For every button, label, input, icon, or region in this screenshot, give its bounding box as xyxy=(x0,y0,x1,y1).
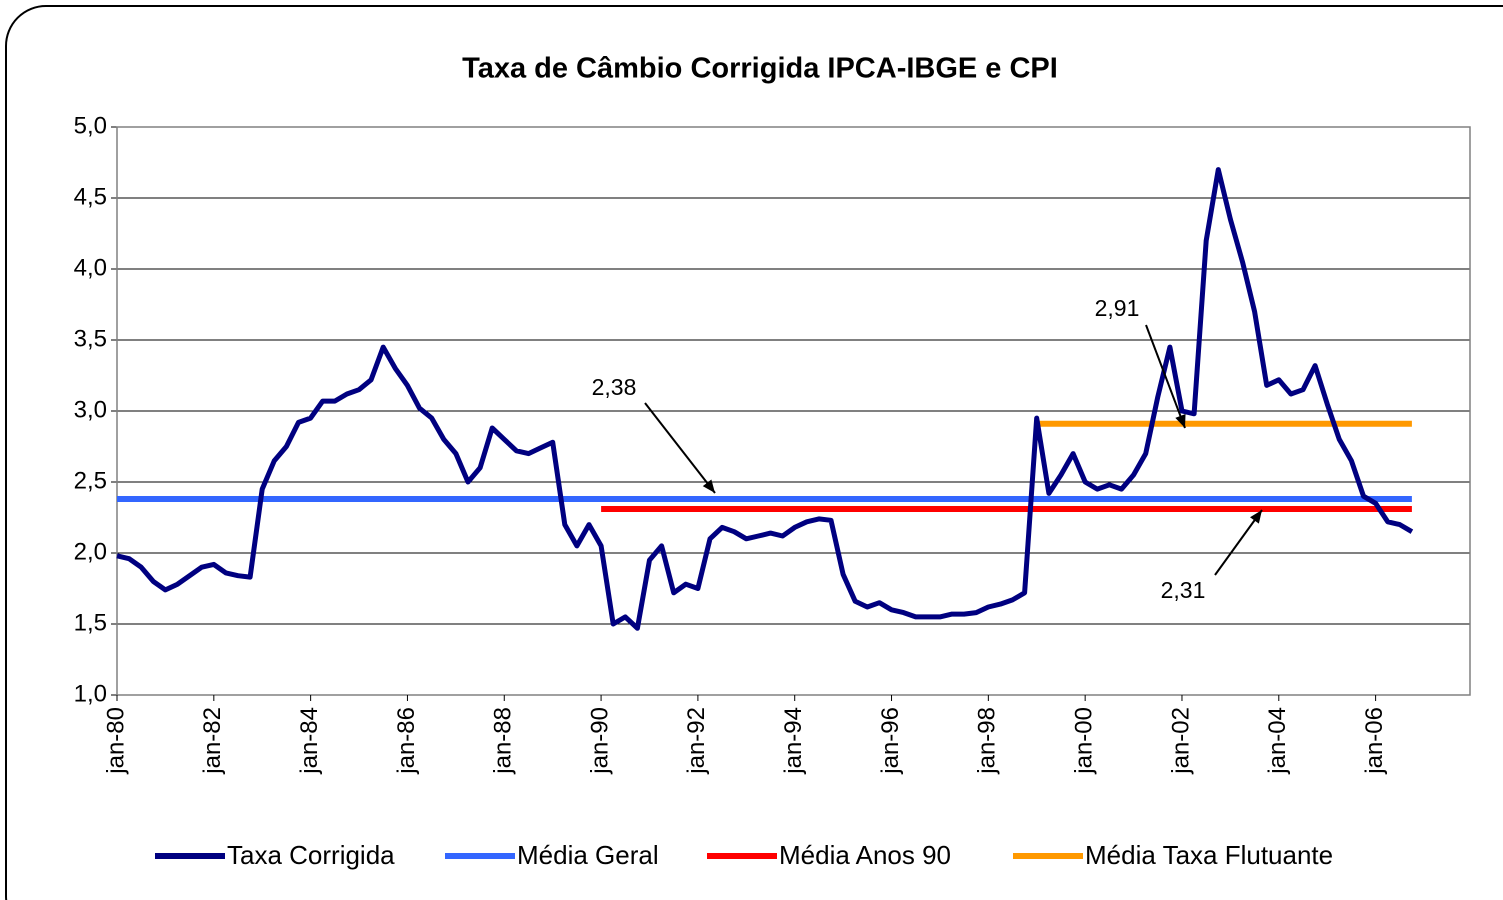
y-tick-label: 3,0 xyxy=(74,396,107,423)
legend-label: Média Anos 90 xyxy=(779,840,951,870)
legend-label: Média Taxa Flutuante xyxy=(1085,840,1333,870)
arrow xyxy=(1145,324,1186,429)
x-tick-label: jan-86 xyxy=(393,707,420,775)
arrow-head xyxy=(1250,510,1262,524)
arrow-head xyxy=(1175,414,1186,428)
arrow xyxy=(1214,509,1263,576)
x-tick-label: jan-04 xyxy=(1264,707,1291,775)
y-tick-label: 2,5 xyxy=(74,467,107,494)
x-tick-label: jan-06 xyxy=(1361,707,1388,775)
y-tick-label: 1,5 xyxy=(74,609,107,636)
x-tick-label: jan-90 xyxy=(586,707,613,775)
x-tick-label: jan-98 xyxy=(974,707,1001,775)
annotation: 2,38 xyxy=(592,374,637,400)
legend-label: Taxa Corrigida xyxy=(227,840,395,870)
x-tick-label: jan-84 xyxy=(296,707,323,775)
y-tick-label: 1,0 xyxy=(74,680,107,707)
x-tick-label: jan-88 xyxy=(490,707,517,775)
x-tick-label: jan-02 xyxy=(1167,707,1194,775)
y-tick-label: 3,5 xyxy=(74,325,107,352)
x-tick-label: jan-00 xyxy=(1071,707,1098,775)
series-line xyxy=(116,167,1414,631)
x-tick-label: jan-96 xyxy=(877,707,904,775)
x-tick-label: jan-82 xyxy=(199,707,226,775)
chart-title: Taxa de Câmbio Corrigida IPCA-IBGE e CPI xyxy=(462,53,1058,85)
x-tick-label: jan-80 xyxy=(102,707,129,775)
annotation: 2,91 xyxy=(1095,295,1140,321)
y-tick-label: 4,5 xyxy=(74,183,107,210)
y-tick-label: 4,0 xyxy=(74,254,107,281)
legend-label: Média Geral xyxy=(517,840,659,870)
x-tick-label: jan-94 xyxy=(780,707,807,775)
arrow-head xyxy=(702,479,715,493)
annotation: 2,31 xyxy=(1161,577,1206,603)
y-tick-label: 2,0 xyxy=(74,538,107,565)
plot-frame xyxy=(116,126,1471,696)
x-tick-label: jan-92 xyxy=(683,707,710,775)
y-tick-label: 5,0 xyxy=(74,112,107,139)
arrow xyxy=(644,402,716,494)
frame xyxy=(5,5,1503,900)
